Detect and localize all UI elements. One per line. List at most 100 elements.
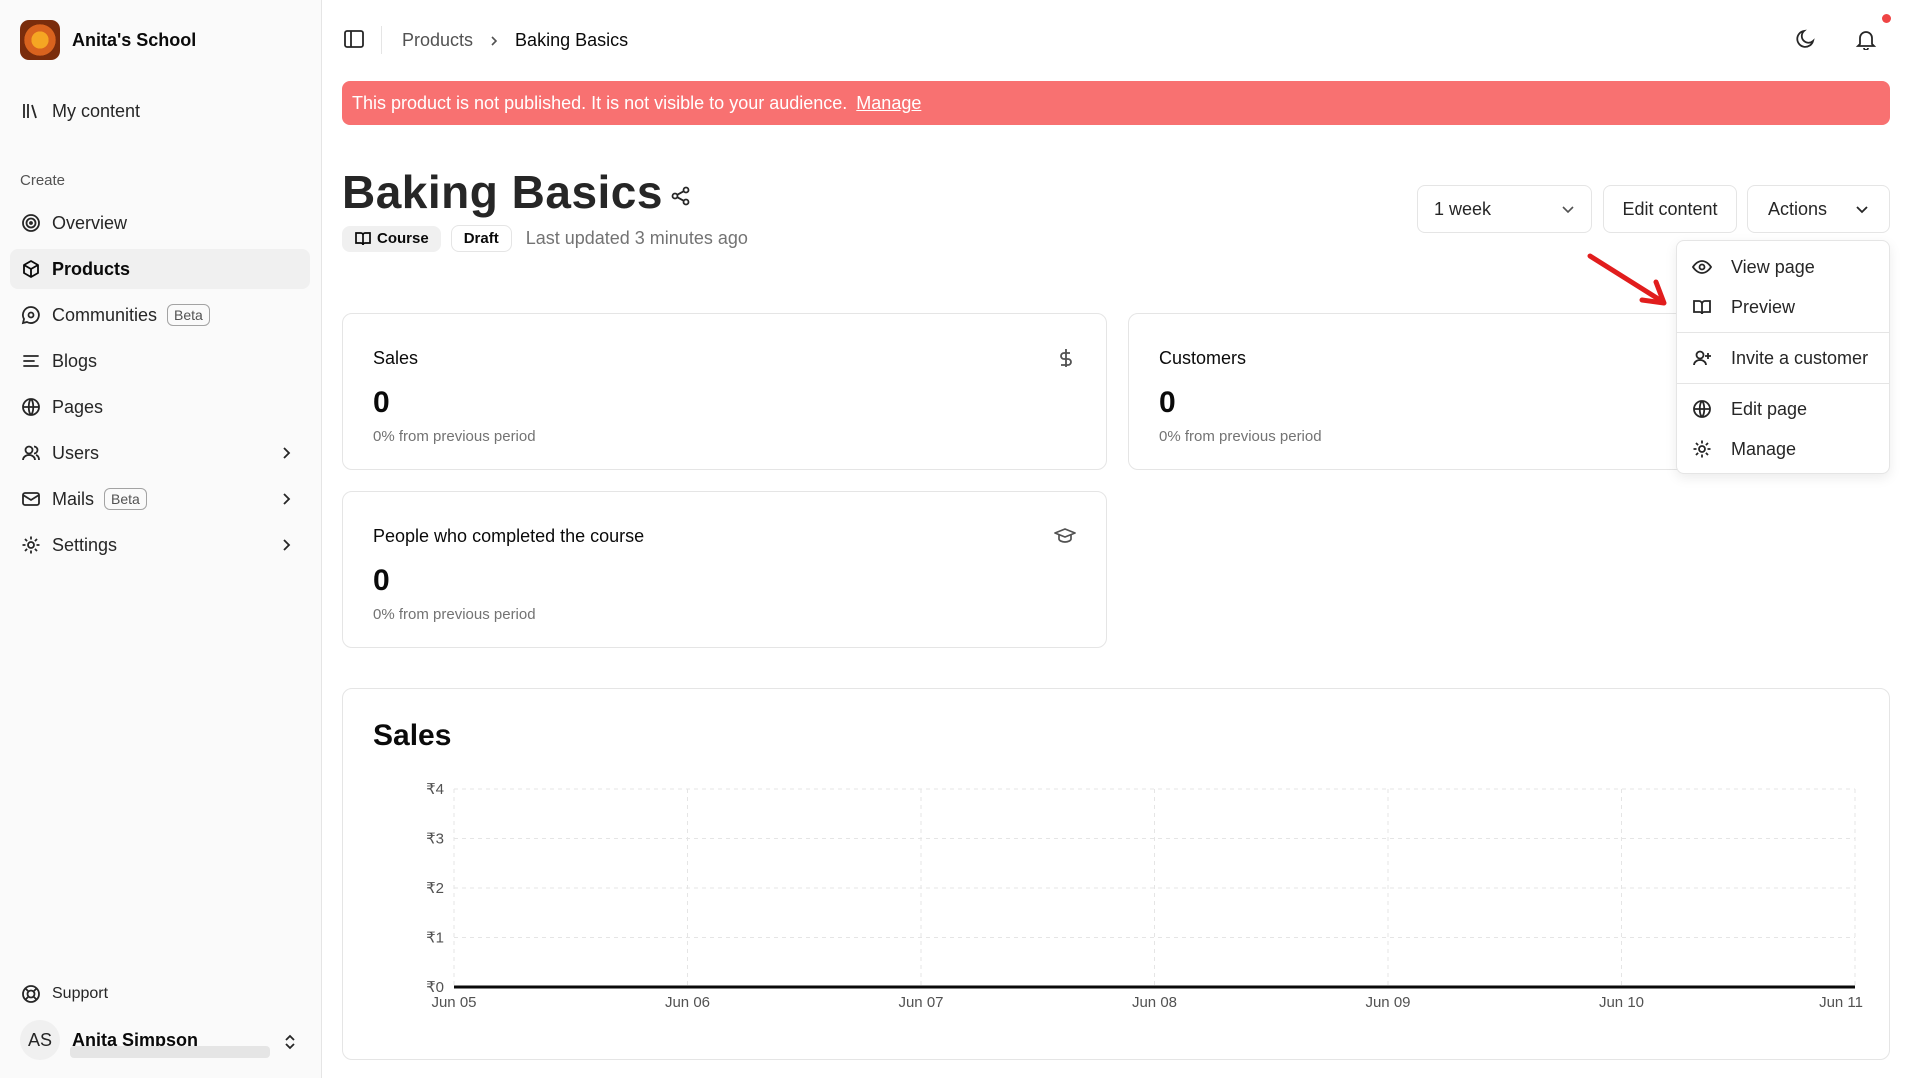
status-badge: Draft [450, 225, 512, 252]
divider [381, 26, 382, 54]
stat-title: Customers [1159, 348, 1247, 368]
period-select[interactable]: 1 week [1417, 185, 1592, 233]
y-tick-label: ₹1 [426, 930, 444, 947]
menu-item-view-page[interactable]: View page [1677, 247, 1889, 287]
sidebar-item-my-content[interactable]: My content [10, 91, 310, 131]
sidebar-item-users[interactable]: Users [10, 433, 310, 473]
menu-item-invite-customer[interactable]: Invite a customer [1677, 338, 1889, 378]
users-icon [20, 442, 42, 464]
gear-icon [1691, 438, 1713, 460]
menu-item-label: Preview [1731, 296, 1796, 317]
sidebar-item-communities[interactable]: Communities Beta [10, 295, 310, 335]
globe-icon [1691, 398, 1713, 420]
globe-icon [20, 396, 42, 418]
user-name: Anita Simpson [72, 1029, 199, 1050]
sidebar-item-label: Mails [52, 488, 95, 509]
menu-item-label: View page [1731, 256, 1815, 277]
notification-bell-icon[interactable] [1855, 28, 1877, 50]
sidebar-item-label: Communities [52, 304, 158, 325]
chevrons-up-down-icon[interactable] [280, 1032, 300, 1052]
school-name: Anita's School [72, 29, 197, 50]
breadcrumb-products-link[interactable]: Products [402, 30, 474, 50]
sidebar-item-label: Settings [52, 534, 118, 555]
text-lines-icon [20, 350, 42, 372]
x-tick-label: Jun 07 [898, 994, 943, 1011]
menu-item-label: Edit page [1731, 398, 1808, 419]
chevron-down-icon [1562, 206, 1574, 214]
stat-value: 0 [373, 386, 390, 419]
x-tick-label: Jun 11 [1819, 994, 1863, 1011]
stat-card-customers: Customers 0 0% from previous period [1128, 313, 1688, 470]
notification-dot [1882, 14, 1891, 23]
beta-badge: Beta [104, 488, 147, 510]
sidebar-item-support[interactable]: Support [10, 974, 310, 1014]
beta-badge: Beta [167, 304, 210, 326]
user-email-redacted [70, 1046, 270, 1058]
menu-item-preview[interactable]: Preview [1677, 287, 1889, 327]
book-open-icon [355, 231, 371, 245]
stat-value: 0 [1159, 386, 1176, 419]
chevron-right-icon [487, 34, 501, 48]
sidebar-toggle-icon[interactable] [343, 28, 365, 50]
user-menu[interactable]: AS Anita Simpson [20, 1020, 198, 1060]
menu-item-manage[interactable]: Manage [1677, 429, 1889, 469]
sidebar-item-label: Overview [52, 212, 128, 233]
sidebar-item-settings[interactable]: Settings [10, 525, 310, 565]
menu-divider [1677, 383, 1889, 384]
eye-icon [1691, 256, 1713, 278]
chevron-down-icon [1856, 206, 1868, 214]
y-tick-label: ₹2 [426, 880, 444, 897]
stat-card-completed: People who completed the course 0 0% fro… [342, 491, 1107, 648]
edit-content-button[interactable]: Edit content [1603, 185, 1737, 233]
x-tick-label: Jun 09 [1365, 994, 1410, 1011]
chevron-right-icon [283, 447, 291, 459]
share-icon[interactable] [670, 185, 692, 207]
sidebar-item-blogs[interactable]: Blogs [10, 341, 310, 381]
menu-item-label: Invite a customer [1731, 347, 1869, 368]
user-plus-icon [1691, 347, 1713, 369]
page-title: Baking Basics [342, 166, 663, 218]
sidebar-item-mails[interactable]: Mails Beta [10, 479, 310, 519]
annotation-arrow [1587, 253, 1667, 306]
banner-text: This product is not published. It is not… [352, 93, 848, 113]
avatar: AS [20, 1020, 60, 1060]
banner-manage-link[interactable]: Manage [856, 93, 922, 113]
sidebar-item-label: Pages [52, 396, 104, 417]
sidebar-item-pages[interactable]: Pages [10, 387, 310, 427]
x-tick-label: Jun 08 [1132, 994, 1177, 1011]
last-updated: Last updated 3 minutes ago [525, 228, 748, 248]
target-icon [20, 212, 42, 234]
dark-mode-toggle-icon[interactable] [1795, 28, 1817, 50]
stat-change: 0% from previous period [1159, 428, 1322, 445]
sidebar-item-label: Products [52, 258, 131, 279]
breadcrumb: Products Baking Basics [402, 30, 628, 51]
stat-change: 0% from previous period [373, 606, 536, 623]
message-circle-icon [20, 304, 42, 326]
sidebar-item-label: My content [52, 100, 141, 121]
actions-button-label: Actions [1768, 198, 1828, 219]
type-badge: Course [342, 225, 441, 252]
gear-icon [20, 534, 42, 556]
y-tick-label: ₹0 [426, 979, 444, 996]
sidebar-item-label: Support [52, 985, 109, 1002]
book-open-icon [1691, 296, 1713, 318]
actions-menu: View page Preview Invite a customer Edit… [1676, 240, 1890, 474]
actions-button[interactable]: Actions [1747, 185, 1890, 233]
stat-title: People who completed the course [373, 526, 645, 546]
menu-item-edit-page[interactable]: Edit page [1677, 389, 1889, 429]
sidebar-item-products[interactable]: Products [10, 249, 310, 289]
x-tick-label: Jun 05 [431, 994, 476, 1011]
y-tick-label: ₹4 [426, 781, 444, 798]
menu-divider [1677, 332, 1889, 333]
x-tick-label: Jun 06 [665, 994, 710, 1011]
graduation-cap-icon [1054, 528, 1076, 543]
library-icon [20, 100, 42, 122]
stat-change: 0% from previous period [373, 428, 536, 445]
unpublished-banner: This product is not published. It is not… [342, 81, 1890, 125]
section-label-create: Create [20, 172, 66, 189]
sales-chart: ₹0 ₹1 ₹2 ₹3 ₹4 Jun 05 Jun 06 Jun 07 Jun 08 Jun 09… [426, 781, 1863, 1011]
sidebar-item-overview[interactable]: Overview [10, 203, 310, 243]
school-switcher[interactable]: Anita's School [20, 20, 196, 60]
period-select-value: 1 week [1434, 198, 1492, 219]
school-logo [20, 20, 60, 60]
